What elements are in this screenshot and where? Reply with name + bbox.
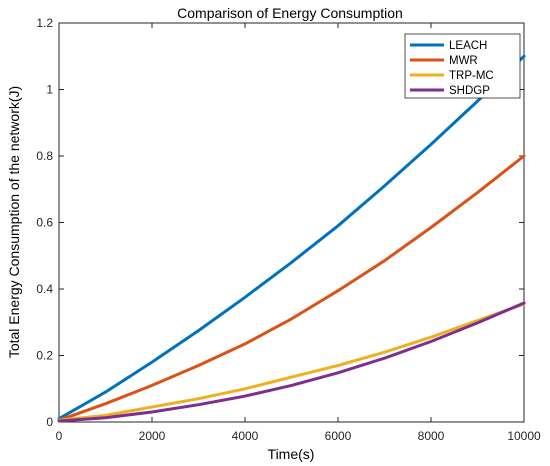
legend-label-trp-mc: TRP-MC bbox=[449, 70, 494, 82]
chart-title: Comparison of Energy Consumption bbox=[177, 5, 403, 21]
legend-label-leach: LEACH bbox=[449, 40, 487, 52]
x-tick-label: 0 bbox=[56, 429, 63, 443]
y-tick-label: 1.2 bbox=[36, 16, 53, 30]
y-tick-label: 0.2 bbox=[36, 349, 53, 363]
x-tick-label: 10000 bbox=[507, 429, 541, 443]
series-line-shdgp bbox=[57, 301, 526, 423]
y-tick-label: 0.4 bbox=[36, 282, 53, 296]
series-line-leach bbox=[57, 54, 526, 421]
y-axis-title: Total Energy Consumption of the network(… bbox=[6, 86, 22, 358]
legend-label-mwr: MWR bbox=[449, 55, 478, 67]
y-tick-label: 1 bbox=[46, 83, 53, 97]
x-axis: 0 2000 4000 6000 8000 10000 bbox=[56, 23, 541, 443]
x-tick-label: 6000 bbox=[325, 429, 352, 443]
series-lines bbox=[57, 54, 526, 423]
x-tick-label: 8000 bbox=[418, 429, 445, 443]
legend-label-shdgp: SHDGP bbox=[449, 85, 490, 97]
x-tick-label: 4000 bbox=[232, 429, 259, 443]
series-line-trp-mc bbox=[57, 302, 526, 422]
y-tick-label: 0.6 bbox=[36, 216, 53, 230]
y-tick-label: 0.8 bbox=[36, 149, 53, 163]
legend: LEACH MWR TRP-MC SHDGP bbox=[404, 33, 521, 99]
series-line-mwr bbox=[57, 154, 526, 422]
x-axis-title: Time(s) bbox=[268, 446, 315, 462]
y-tick-label: 0 bbox=[46, 415, 53, 429]
x-tick-label: 2000 bbox=[139, 429, 166, 443]
